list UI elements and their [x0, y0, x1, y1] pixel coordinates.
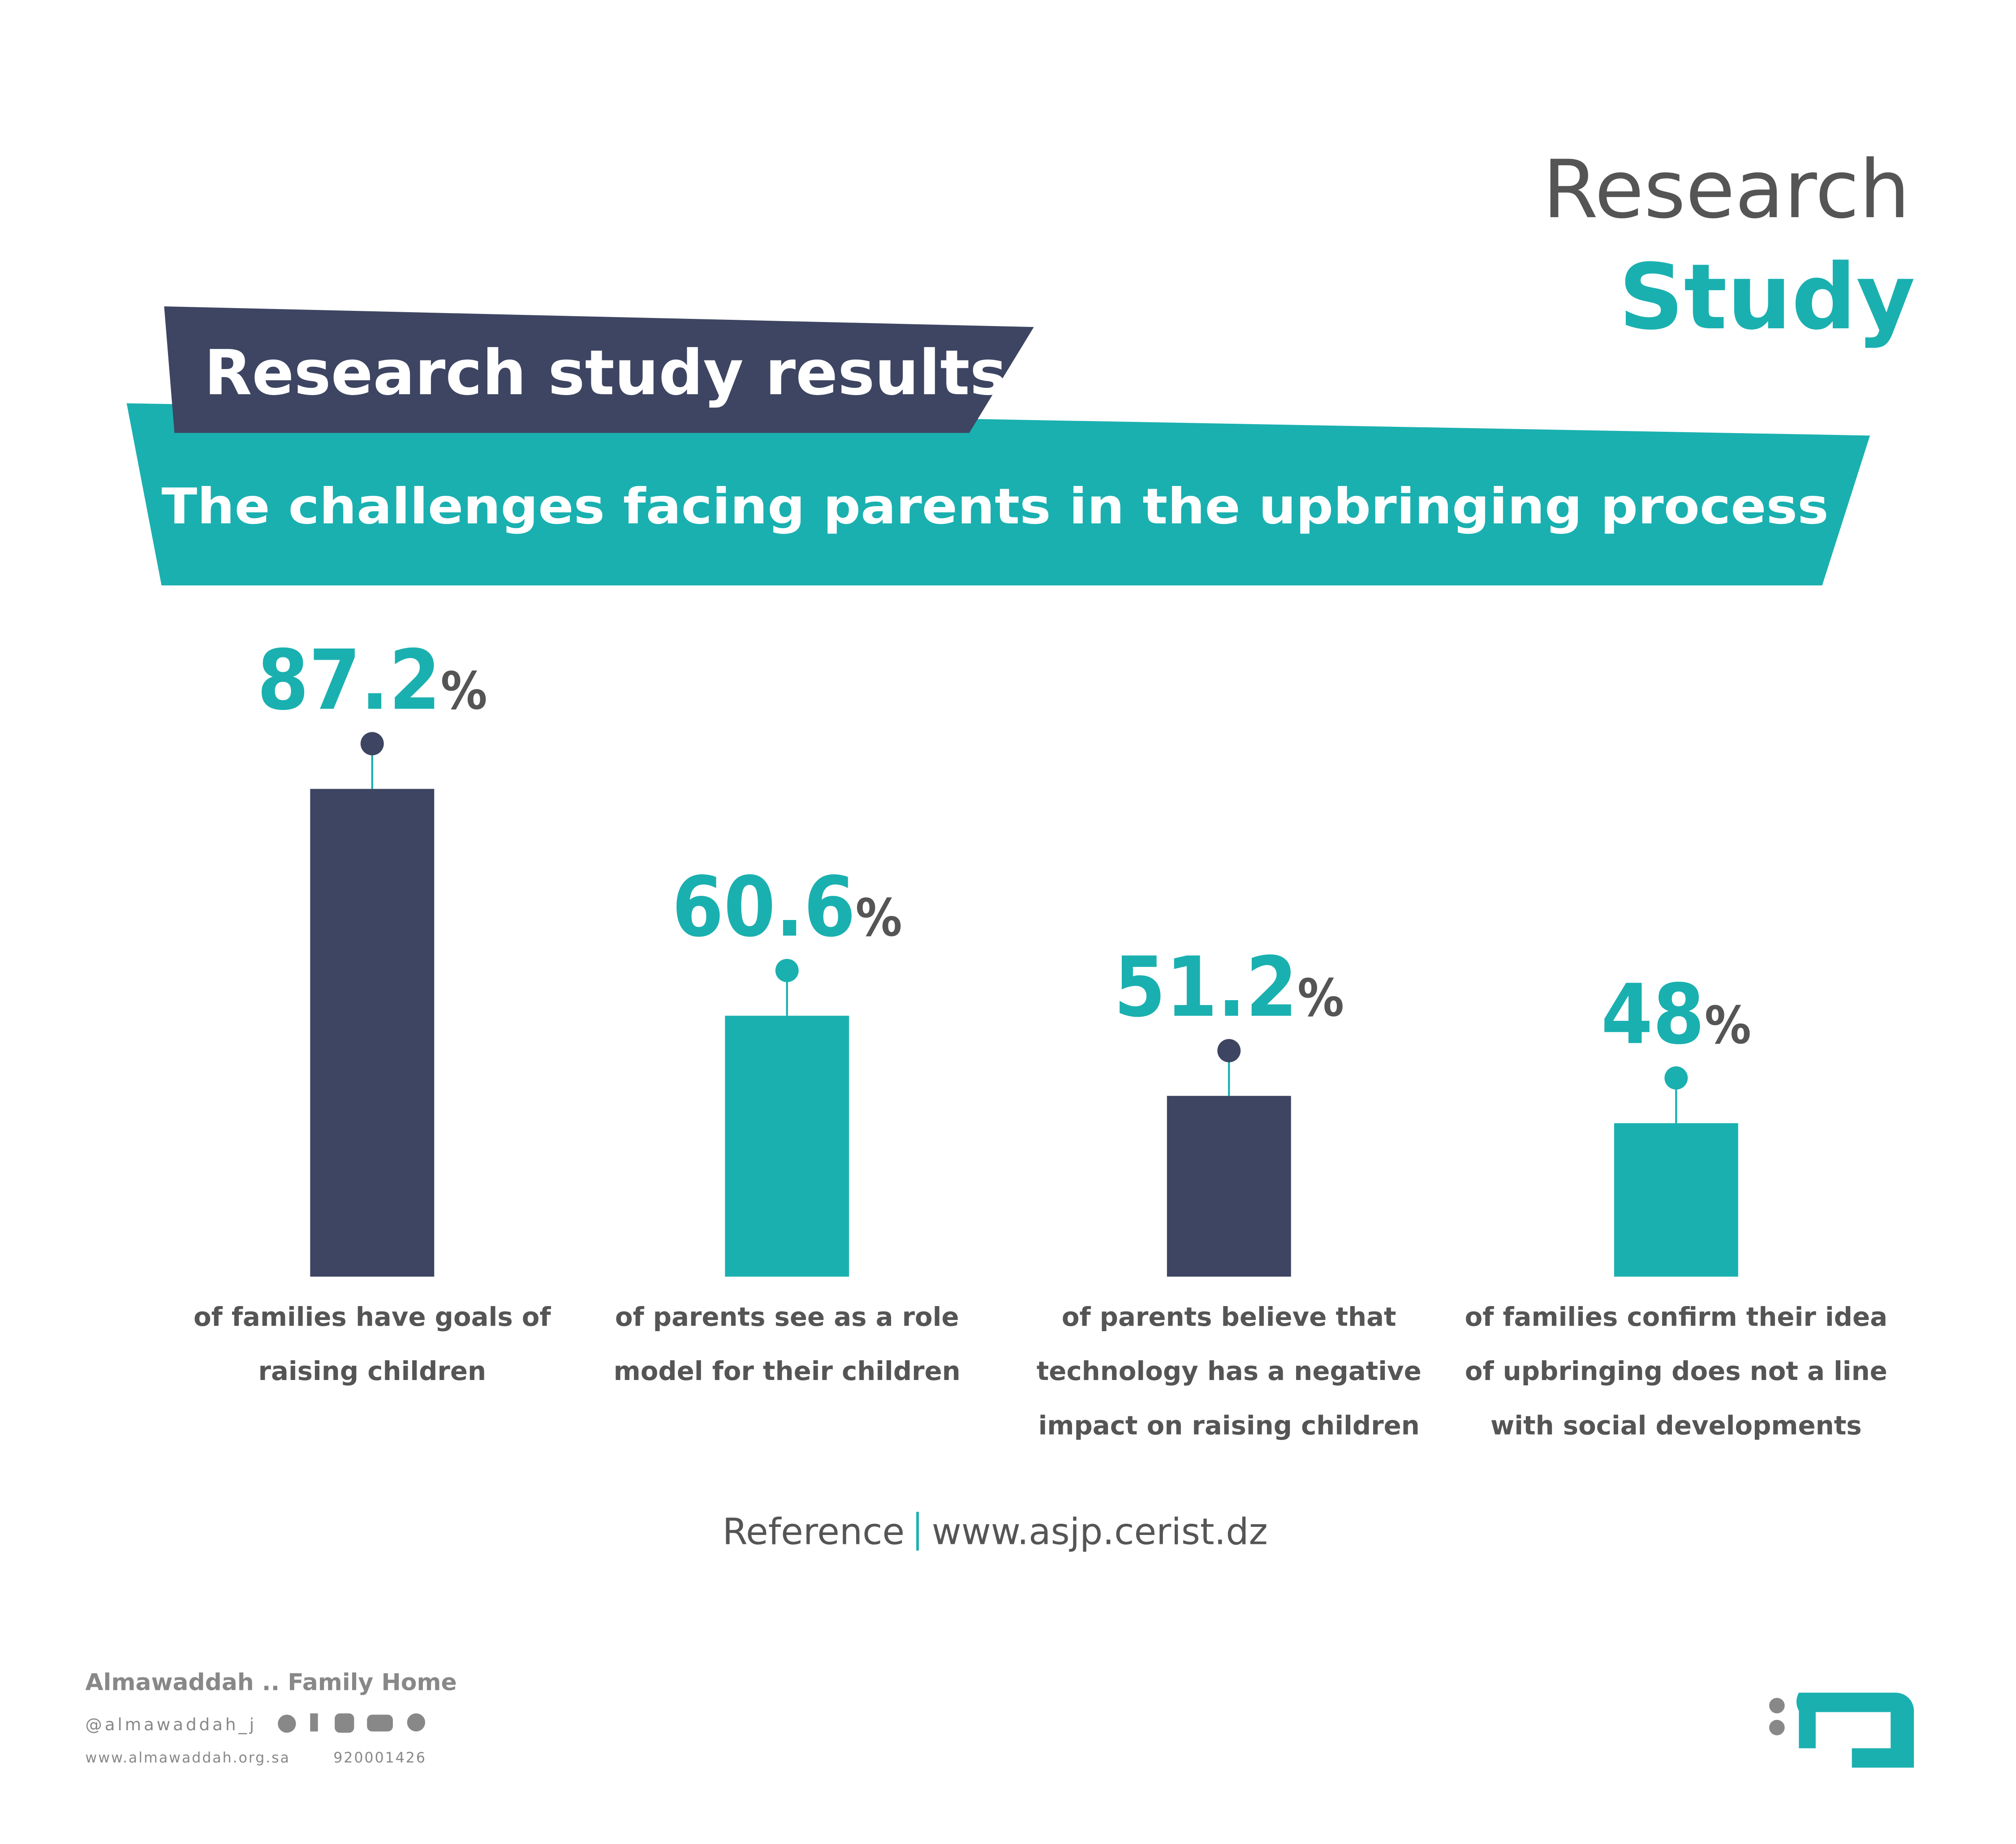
bar — [1614, 1123, 1738, 1277]
footer-handle: @almawaddah_j — [85, 1715, 257, 1734]
category-box: of families confirm their idea of upbrin… — [1465, 1301, 1888, 1441]
bar — [725, 1015, 849, 1277]
subtitle-banner — [126, 403, 1870, 586]
bar-dot — [1217, 1039, 1241, 1062]
value-label: 51.2% — [1114, 939, 1344, 1036]
bar-dot — [1664, 1066, 1688, 1090]
bar — [1167, 1096, 1291, 1277]
reference-label: Reference — [723, 1511, 905, 1553]
category-box: of parents see as a role model for their… — [613, 1301, 961, 1387]
logo — [1769, 1693, 1914, 1768]
category-box: of parents believe that technology has a… — [1036, 1301, 1422, 1441]
category-label: of families confirm their idea of upbrin… — [1465, 1301, 1888, 1441]
category-label: of parents believe that technology has a… — [1036, 1301, 1422, 1441]
header-title-top: Research — [1542, 143, 1910, 236]
banner-title: Research study results — [204, 336, 1007, 409]
value-label: 48% — [1601, 967, 1751, 1063]
social-icons — [278, 1713, 426, 1733]
footer-website: www.almawaddah.org.sa — [85, 1750, 290, 1766]
reference-url: www.asjp.cerist.dz — [932, 1511, 1268, 1553]
header-title-bottom: Study — [1619, 245, 1915, 350]
category-label: of parents see as a role model for their… — [613, 1301, 961, 1387]
value-label: 87.2% — [257, 632, 487, 728]
footer-phone: 920001426 — [333, 1750, 426, 1766]
bar — [310, 789, 435, 1277]
footer-name: Almawaddah .. Family Home — [85, 1669, 457, 1696]
bar-dot — [360, 732, 384, 756]
banner-subtitle: The challenges facing parents in the upb… — [162, 478, 1829, 535]
category-box: of families have goals of raising childr… — [194, 1301, 551, 1387]
category-label: of families have goals of raising childr… — [194, 1301, 551, 1387]
value-label: 60.6% — [672, 859, 902, 955]
title-banner — [164, 306, 1034, 433]
bar-dot — [775, 959, 799, 982]
